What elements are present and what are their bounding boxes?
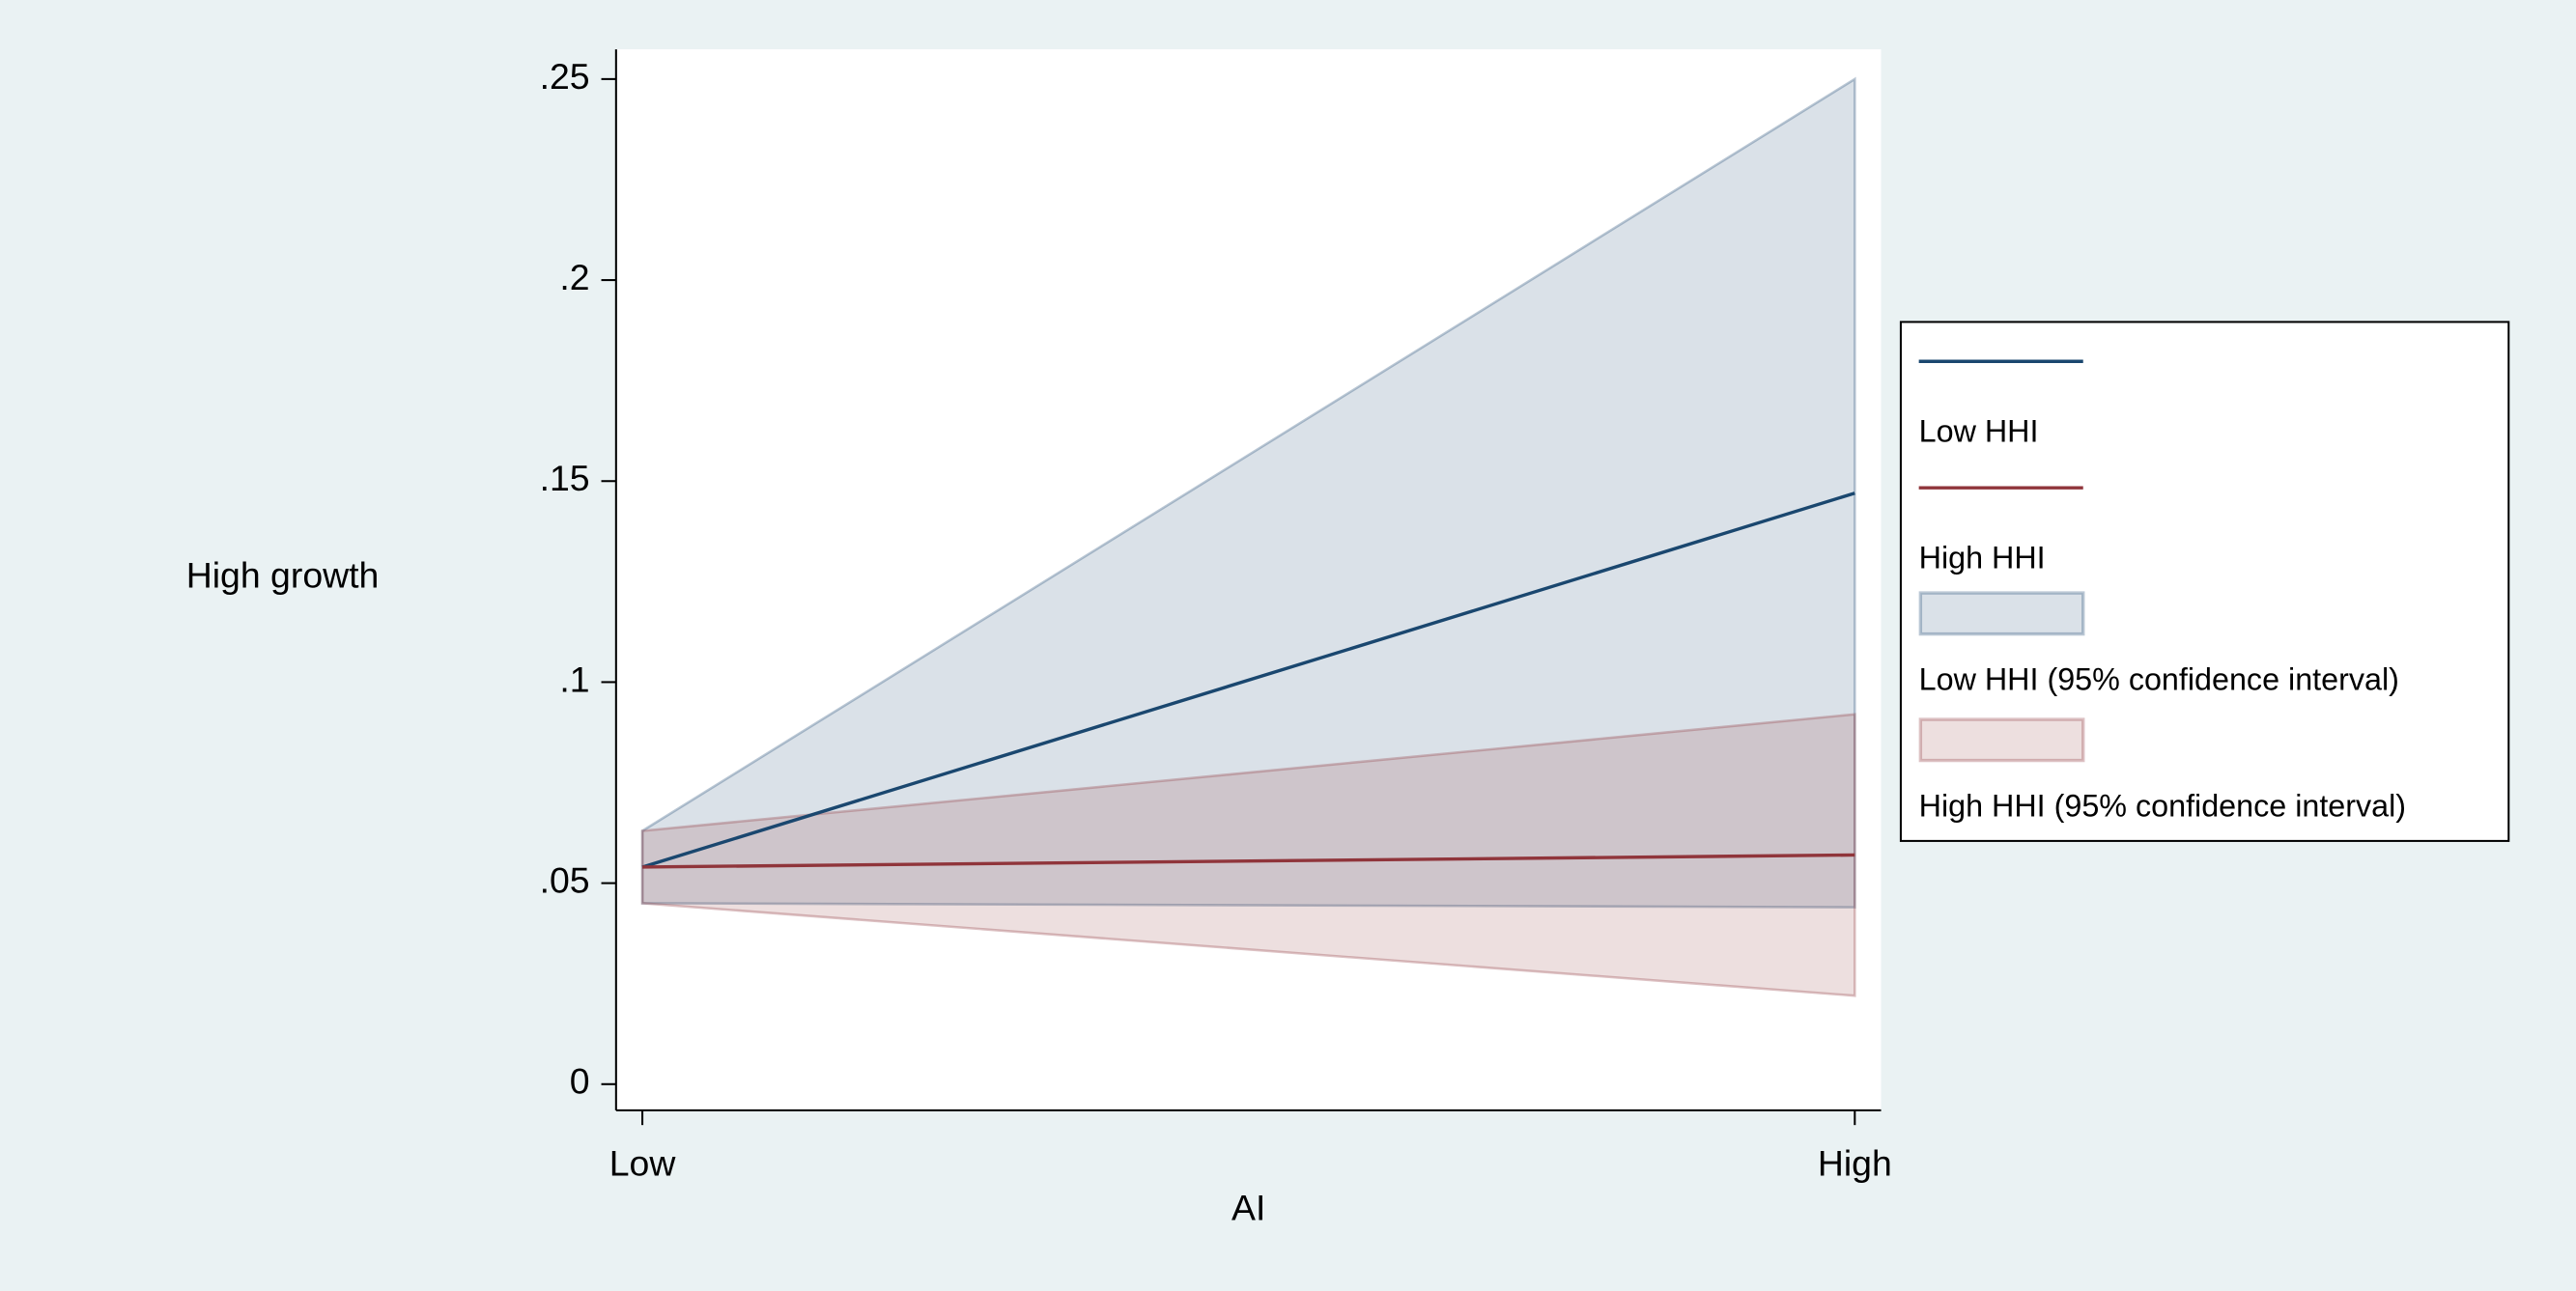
- y-tick-label: .2: [559, 257, 589, 297]
- y-tick-label: .15: [540, 458, 590, 498]
- confidence-band: [640, 713, 1856, 997]
- plot-area: [615, 49, 1882, 1110]
- y-tick-label: .25: [540, 56, 590, 97]
- series-line: [641, 491, 1855, 869]
- y-tick-label: 0: [570, 1061, 590, 1102]
- series-line: [642, 853, 1855, 869]
- legend-label: Low HHI (95% confidence interval): [1919, 661, 2399, 696]
- legend-box: [1899, 321, 2510, 842]
- x-tick-label: High: [1818, 1143, 1892, 1184]
- legend-swatch: [1918, 591, 2085, 636]
- legend-label: Low HHI: [1919, 414, 2039, 449]
- y-tick-label: .05: [540, 859, 590, 900]
- x-tick-label: Low: [609, 1143, 677, 1184]
- y-axis-title: High growth: [186, 555, 380, 596]
- legend-label: High HHI: [1919, 541, 2046, 575]
- legend-label: High HHI (95% confidence interval): [1919, 788, 2406, 823]
- legend-swatch: [1918, 717, 2085, 763]
- confidence-band: [640, 76, 1856, 909]
- y-tick-label: .1: [559, 659, 589, 699]
- x-axis-title: AI: [1231, 1187, 1265, 1227]
